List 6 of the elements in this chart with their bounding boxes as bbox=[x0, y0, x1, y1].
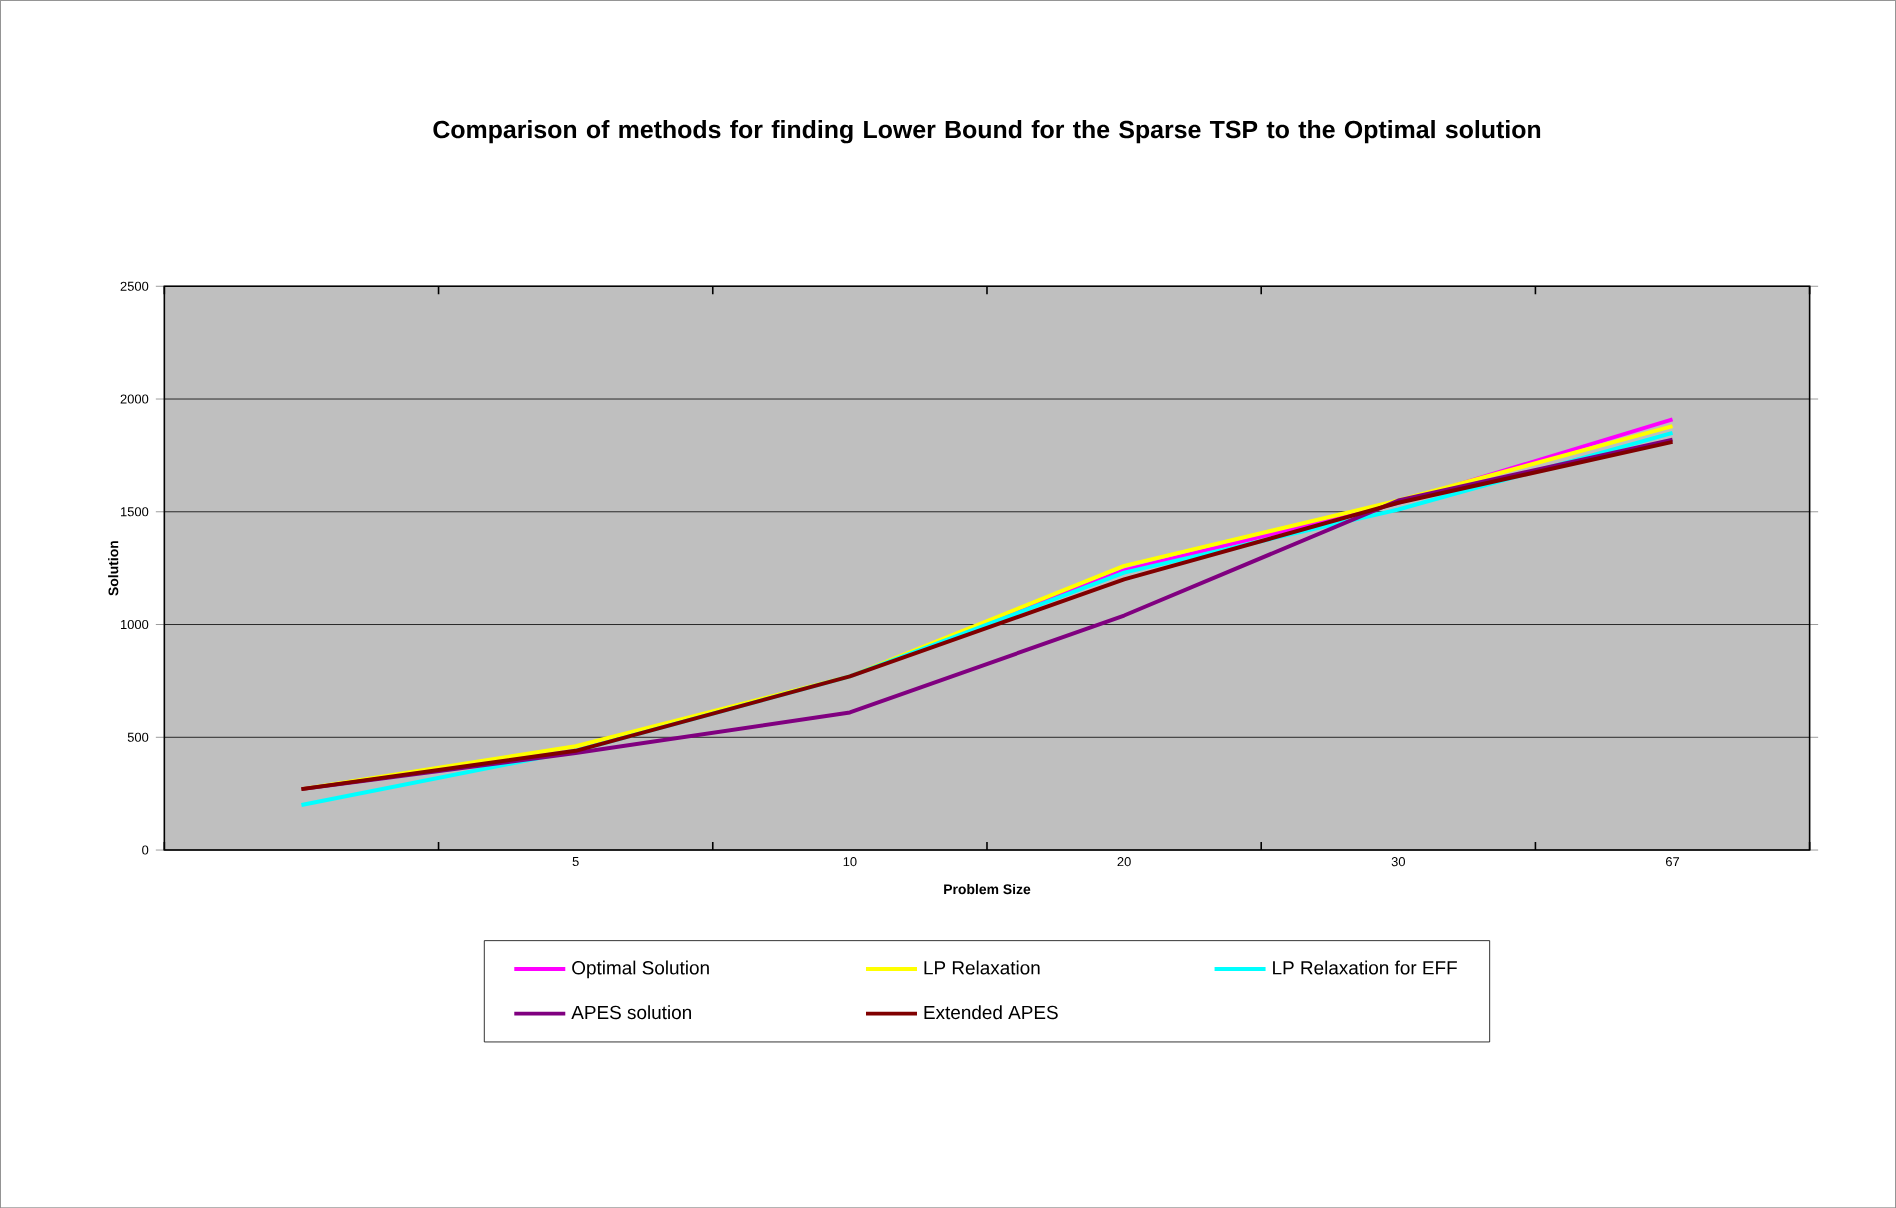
legend-label: Optimal Solution bbox=[572, 960, 709, 979]
legend-label: LP Relaxation for EFF bbox=[1273, 960, 1457, 975]
legend-label: APES solution bbox=[571, 1005, 691, 1020]
legend-label: LP Relaxation bbox=[924, 960, 1040, 975]
legend-label: Extended APES bbox=[924, 1005, 1058, 1020]
chart-title: Comparison of methods for finding Lower Bound for the Sparse TSP to the Optimal solution bbox=[433, 119, 1541, 144]
